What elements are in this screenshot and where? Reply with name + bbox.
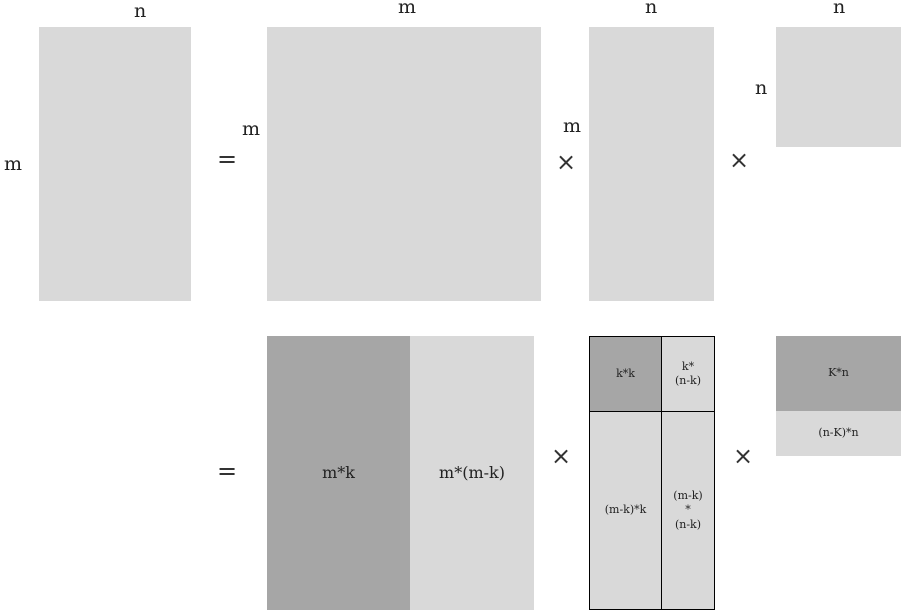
sigma-block-k-nk: k* (n-k) [661, 336, 715, 412]
s-top-label: n [645, 0, 658, 18]
u-block-m-k-label: m*k [322, 462, 355, 482]
v-top-label: n [833, 0, 846, 18]
sigma-block-mk-nk-line2: * [685, 503, 691, 517]
u-block-m-mk: m*(m-k) [410, 336, 534, 610]
v-block-nk-n-label: (n-K)*n [818, 426, 859, 440]
u-block-m-mk-label: m*(m-k) [439, 462, 505, 482]
v-left-label: n [755, 77, 768, 99]
sigma-block-mk-nk: (m-k) * (n-k) [661, 411, 715, 610]
sigma-block-mk-k-label: (m-k)*k [604, 503, 647, 517]
sigma-block-mk-k: (m-k)*k [589, 411, 662, 610]
s-left-label: m [563, 115, 582, 137]
equals-sign-1: = [217, 145, 238, 173]
sigma-block-kk-label: k*k [616, 366, 635, 380]
matrix-v [776, 27, 901, 147]
v-block-k-n-label: K*n [828, 366, 849, 380]
matrix-a [39, 27, 191, 301]
sigma-block-mk-nk-line3: (n-k) [674, 517, 702, 531]
sigma-block-k-nk-line1: k* [681, 359, 695, 373]
sigma-block-kk: k*k [589, 336, 662, 412]
times-sign-2: × [729, 146, 750, 174]
times-sign-4: × [733, 442, 754, 470]
matrix-sigma [589, 27, 714, 301]
u-left-label: m [242, 118, 261, 140]
sigma-block-mk-nk-line1: (m-k) [673, 489, 703, 503]
sigma-block-k-nk-line2: (n-k) [674, 374, 702, 387]
v-block-nk-n: (n-K)*n [776, 411, 901, 456]
matrix-u [267, 27, 541, 301]
times-sign-1: × [556, 148, 577, 176]
a-left-label: m [4, 153, 23, 175]
v-block-k-n: K*n [776, 336, 901, 411]
times-sign-3: × [551, 442, 572, 470]
u-top-label: m [398, 0, 417, 18]
equals-sign-2: = [217, 457, 238, 485]
a-top-label: n [134, 0, 147, 22]
u-block-m-k: m*k [267, 336, 410, 610]
